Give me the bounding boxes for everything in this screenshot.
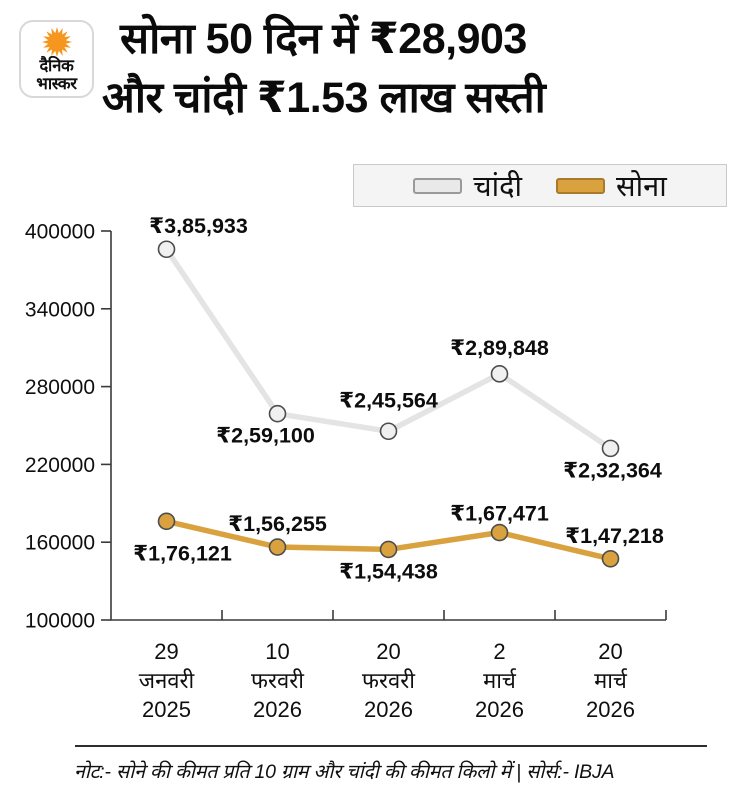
- x-axis-label-month: फरवरी: [362, 668, 415, 693]
- y-axis-tick-label: 160000: [25, 532, 95, 555]
- series-gold-value-label: ₹1,47,218: [565, 524, 664, 548]
- logo-text-line2: भास्कर: [36, 74, 77, 93]
- series-gold-marker: [379, 540, 398, 559]
- x-axis-label-year: 2026: [364, 697, 413, 722]
- series-gold-marker: [490, 523, 509, 542]
- series-gold-value-label: ₹1,56,255: [228, 512, 327, 536]
- series-gold-value-label: ₹1,67,471: [450, 502, 549, 526]
- y-axis-tick-label: 400000: [25, 221, 95, 244]
- series-silver-marker: [268, 404, 287, 423]
- series-gold-value-label: ₹1,76,121: [133, 541, 232, 565]
- gold-swatch-icon: [556, 177, 606, 194]
- logo-text-line1: दैनिक: [39, 57, 74, 75]
- series-silver-marker: [490, 365, 509, 383]
- y-axis-tick-label: 340000: [25, 298, 95, 321]
- series-silver-value-label: ₹2,32,364: [563, 458, 662, 482]
- price-line-chart: 400000 340000 280000 220000 160000 100000 ₹3,8…: [25, 214, 667, 722]
- dainik-bhaskar-logo: दैनिक भास्कर: [19, 20, 94, 98]
- x-axis-label-year: 2026: [475, 697, 524, 722]
- title-line-2: और चांदी ₹1.53 लाख सस्ती: [102, 74, 546, 122]
- legend-label-silver: चांदी: [473, 171, 523, 203]
- x-axis-label-day: 20: [598, 639, 622, 664]
- legend-item-gold: सोना: [556, 166, 667, 205]
- page-title: सोना 50 दिन में ₹28,903 और चांदी ₹1.53 ल…: [102, 10, 722, 128]
- x-axis-label-day: 2: [493, 639, 505, 664]
- x-axis-label-year: 2025: [142, 697, 191, 722]
- series-silver-marker: [157, 240, 176, 259]
- silver-swatch-icon: [413, 177, 463, 194]
- y-axis-tick-label: 100000: [25, 610, 95, 633]
- series-silver-value-label: ₹2,59,100: [216, 424, 315, 448]
- sun-icon: [41, 27, 72, 57]
- series-silver-value-label: ₹2,89,848: [450, 336, 549, 360]
- series-silver-marker: [379, 422, 398, 441]
- series-gold-marker: [268, 538, 287, 556]
- series-gold-marker: [157, 512, 176, 531]
- x-axis-label-month: जनवरी: [139, 668, 195, 693]
- x-axis-label-month: फरवरी: [251, 668, 304, 693]
- title-line-1: सोना 50 दिन में ₹28,903: [120, 15, 527, 63]
- x-axis-label-month: मार्च: [594, 668, 628, 693]
- series-silver-value-label: ₹3,85,933: [149, 214, 248, 238]
- series-silver-marker: [601, 439, 620, 458]
- x-axis-label-year: 2026: [253, 697, 302, 722]
- x-axis-label-month: मार्च: [483, 668, 517, 693]
- footer-divider: [75, 745, 707, 747]
- legend-item-silver: चांदी: [413, 166, 522, 205]
- series-silver-value-label: ₹2,45,564: [339, 388, 438, 412]
- y-axis-tick-label: 220000: [25, 454, 95, 477]
- series-gold-marker: [601, 549, 620, 568]
- x-axis-label-day: 20: [376, 639, 400, 664]
- legend-label-gold: सोना: [616, 171, 667, 203]
- x-axis-label-year: 2026: [586, 697, 635, 722]
- series-gold-value-label: ₹1,54,438: [339, 559, 438, 583]
- x-axis-label-day: 29: [154, 639, 178, 664]
- x-axis-label-day: 10: [265, 639, 289, 664]
- chart-legend: चांदी सोना: [353, 164, 727, 207]
- y-axis-tick-label: 280000: [25, 376, 95, 399]
- footer-note: नोट:- सोने की कीमत प्रति 10 ग्राम और चां…: [74, 761, 615, 783]
